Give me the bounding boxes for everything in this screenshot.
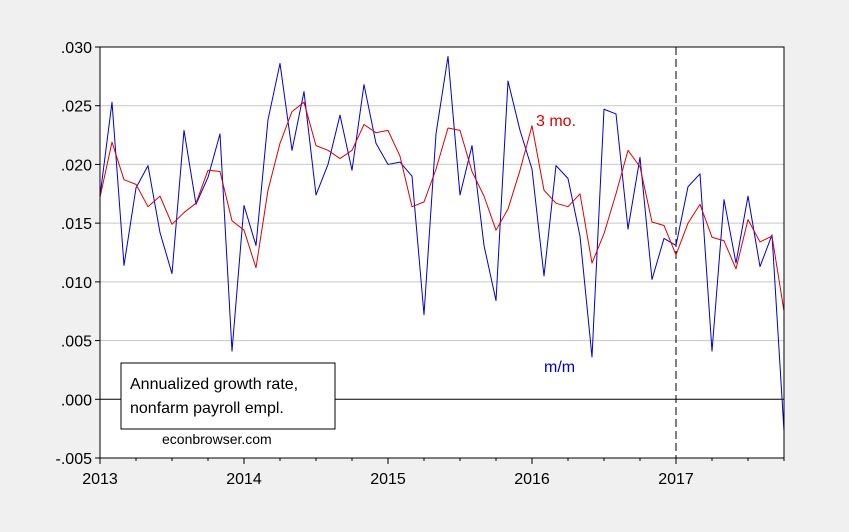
series-line-mm — [99, 55, 785, 432]
source-label: econbrowser.com — [162, 431, 272, 447]
plot-frame — [99, 46, 785, 459]
x-tick-label-4: 2017 — [658, 471, 694, 488]
legend-box — [120, 362, 336, 430]
legend-line-1: Annualized growth rate, — [130, 376, 298, 393]
x-tick-label-2: 2015 — [370, 471, 406, 488]
grid-lines — [100, 105, 784, 342]
y-tick-label-5: .005 — [61, 334, 92, 351]
x-tick-label-0: 2013 — [82, 471, 118, 488]
axes: .030 .025 .020 .015 .010 .005 .000 -.005 2013 201… — [56, 40, 785, 488]
y-tick-label-4: .010 — [61, 275, 92, 292]
legend-line-2: nonfarm payroll empl. — [130, 400, 284, 417]
y-tick-label-1: .025 — [61, 99, 92, 116]
series-group — [99, 55, 785, 432]
y-tick-label-2: .020 — [61, 157, 92, 174]
series-line-3mo — [99, 101, 785, 312]
y-tick-label-3: .015 — [61, 216, 92, 233]
series-label-3mo: 3 mo. — [536, 113, 576, 130]
y-tick-label-7: -.005 — [56, 451, 93, 468]
y-tick-label-0: .030 — [61, 40, 92, 57]
x-tick-label-3: 2016 — [514, 471, 550, 488]
series-label-mm: m/m — [544, 359, 575, 376]
x-tick-label-1: 2014 — [226, 471, 262, 488]
y-tick-label-6: .000 — [61, 392, 92, 409]
